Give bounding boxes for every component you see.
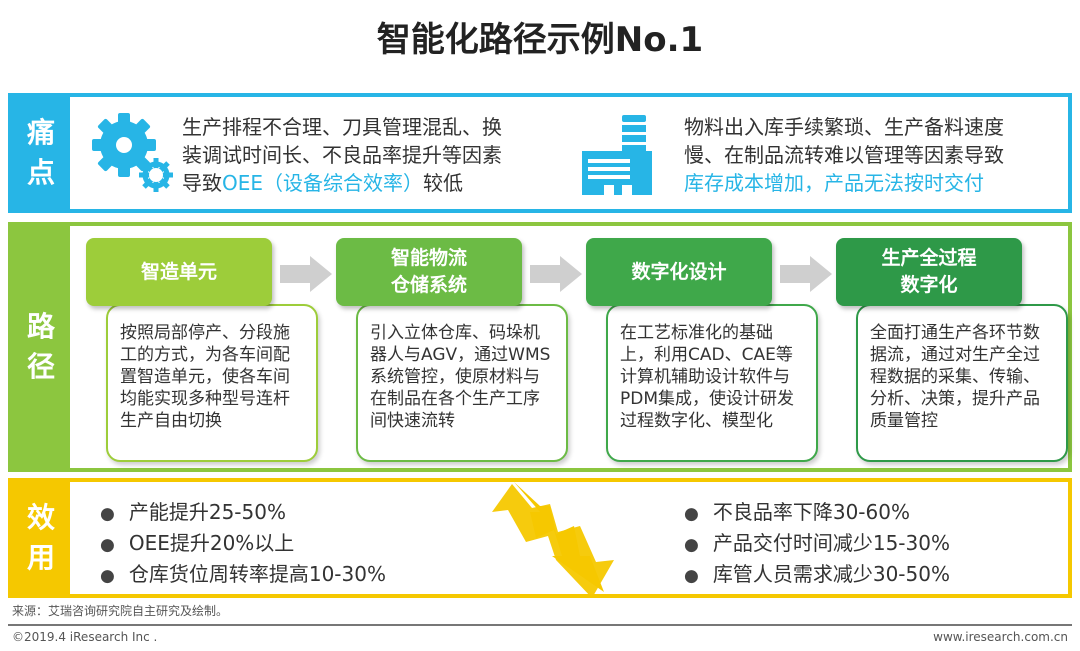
section-label-pain: 痛点 — [12, 97, 70, 209]
step-title-1: 智造单元 — [86, 238, 272, 306]
label-char: 用 — [26, 541, 55, 574]
pain-points-section: 痛点 生产排程不合理、刀具管理混乱、换 装调试时间长、不良品率提升等因素 导致O… — [8, 93, 1072, 213]
text-line: 物料出入库手续繁琐、生产备料速度 — [684, 115, 1004, 139]
step-title-4: 生产全过程 数字化 — [836, 238, 1022, 306]
text: 导致 — [182, 171, 222, 195]
label-char: 路 — [26, 310, 55, 343]
text-line: 导致OEE（设备综合效率）较低 — [182, 169, 502, 197]
effect-item: 产能提升25-50% — [100, 498, 386, 529]
step-title-line: 数字化 — [900, 274, 958, 296]
step-title-line: 智能物流 — [390, 247, 467, 269]
footer-divider — [8, 624, 1072, 626]
source-note: 来源：艾瑞咨询研究院自主研究及绘制。 — [12, 604, 229, 618]
label-char: 点 — [26, 156, 55, 189]
right-arrow-icon — [280, 256, 332, 292]
pain-left-text: 生产排程不合理、刀具管理混乱、换 装调试时间长、不良品率提升等因素 导致OEE（… — [182, 113, 502, 197]
step-title-2: 智能物流 仓储系统 — [336, 238, 522, 306]
step-title-line: 仓储系统 — [390, 274, 467, 296]
effect-section: 效用 产能提升25-50% OEE提升20%以上 仓库货位周转率提高10-30%… — [8, 478, 1072, 598]
text-line: 生产排程不合理、刀具管理混乱、换 — [182, 115, 502, 139]
effect-item: 库管人员需求减少30-50% — [684, 560, 950, 591]
effect-item: 仓库货位周转率提高10-30% — [100, 560, 386, 591]
step-title-3: 数字化设计 — [586, 238, 772, 306]
step-description-3: 在工艺标准化的基础上，利用CAD、CAE等计算机辅助设计软件与PDM集成，使设计… — [606, 304, 818, 462]
step-title-line: 生产全过程 — [881, 247, 977, 269]
path-section: 路径 智造单元按照局部停产、分段施工的方式，为各车间配置智造单元，使各车间均能实… — [8, 222, 1072, 472]
page-title: 智能化路径示例No.1 — [376, 20, 704, 60]
label-char: 径 — [26, 350, 55, 383]
pain-right-text: 物料出入库手续繁琐、生产备料速度 慢、在制品流转难以管理等因素导致 库存成本增加… — [684, 113, 1004, 197]
effect-list-right: 不良品率下降30-60% 产品交付时间减少15-30% 库管人员需求减少30-5… — [684, 498, 950, 591]
copyright: ©2019.4 iResearch Inc . — [12, 630, 158, 644]
step-description-1: 按照局部停产、分段施工的方式，为各车间配置智造单元，使各车间均能实现多种型号连杆… — [106, 304, 318, 462]
section-label-path: 路径 — [12, 226, 70, 468]
website-link[interactable]: www.iresearch.com.cn — [933, 630, 1068, 644]
warehouse-building-icon — [582, 115, 652, 195]
text-line: 慢、在制品流转难以管理等因素导致 — [684, 143, 1004, 167]
section-label-effect: 效用 — [12, 482, 70, 594]
label-char: 效 — [26, 501, 55, 534]
right-arrow-icon — [530, 256, 582, 292]
right-arrow-icon — [780, 256, 832, 292]
step-title-line: 智造单元 — [140, 260, 217, 283]
step-description-4: 全面打通生产各环节数据流，通过对生产全过程数据的采集、传输、分析、决策，提升产品… — [856, 304, 1068, 462]
gears-icon — [92, 113, 173, 192]
text-line: 装调试时间长、不良品率提升等因素 — [182, 143, 502, 167]
label-char: 痛 — [26, 116, 55, 149]
effect-list-left: 产能提升25-50% OEE提升20%以上 仓库货位周转率提高10-30% — [100, 498, 386, 591]
highlight-text: OEE（设备综合效率） — [222, 171, 424, 195]
step-title-line: 数字化设计 — [631, 260, 727, 283]
effect-item: 产品交付时间减少15-30% — [684, 529, 950, 560]
zigzag-double-arrow-icon — [492, 482, 614, 598]
step-description-2: 引入立体仓库、码垛机器人与AGV，通过WMS系统管控，使原材料与在制品在各个生产… — [356, 304, 568, 462]
effect-item: OEE提升20%以上 — [100, 529, 386, 560]
effect-item: 不良品率下降30-60% — [684, 498, 950, 529]
text: 较低 — [423, 171, 464, 195]
highlight-text: 库存成本增加，产品无法按时交付 — [684, 171, 984, 195]
